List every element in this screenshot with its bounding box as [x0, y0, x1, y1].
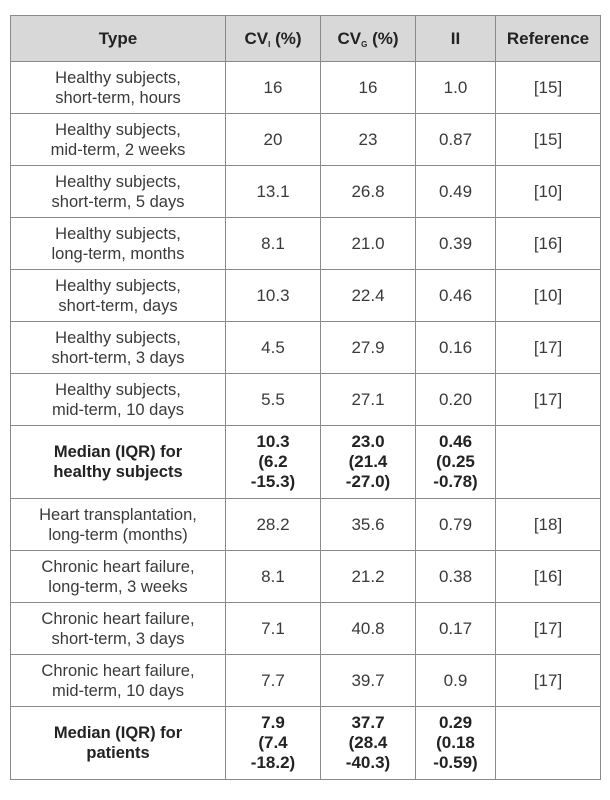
cvi-cell: 8.1	[225, 217, 321, 270]
median-type-cell: Median (IQR) for patients	[10, 706, 226, 780]
ii-cell: 1.0	[415, 61, 496, 114]
reference-cell: [10]	[495, 269, 601, 322]
ii-cell: 0.39	[415, 217, 496, 270]
ii-cell: 0.79	[415, 498, 496, 551]
cvg-cell: 27.1	[320, 373, 416, 426]
median-cvg-cell: 23.0 (21.4 -27.0)	[320, 425, 416, 499]
median-cvi-cell: 7.9 (7.4 -18.2)	[225, 706, 321, 780]
median-ii-cell: 0.29 (0.18 -0.59)	[415, 706, 496, 780]
header-cvg-subscript: G	[361, 39, 368, 49]
cvi-cell: 4.5	[225, 321, 321, 374]
cvg-cell: 39.7	[320, 654, 416, 707]
reference-cell: [10]	[495, 165, 601, 218]
cvi-cell: 28.2	[225, 498, 321, 551]
median-cvg-cell: 37.7 (28.4 -40.3)	[320, 706, 416, 780]
cvg-cell: 23	[320, 113, 416, 166]
ii-cell: 0.20	[415, 373, 496, 426]
table-row: Chronic heart failure, mid-term, 10 days …	[10, 654, 601, 707]
median-patients-row: Median (IQR) for patients 7.9 (7.4 -18.2) 3…	[10, 706, 601, 780]
reference-cell: [17]	[495, 321, 601, 374]
header-type: Type	[10, 15, 226, 62]
table-row: Healthy subjects, short-term, 3 days 4.5 …	[10, 321, 601, 374]
cvg-cell: 22.4	[320, 269, 416, 322]
table-row: Healthy subjects, short-term, hours 16 16…	[10, 61, 601, 114]
reference-cell: [15]	[495, 113, 601, 166]
type-cell: Healthy subjects, short-term, 3 days	[10, 321, 226, 374]
reference-cell: [15]	[495, 61, 601, 114]
median-reference-cell	[495, 706, 601, 780]
ii-cell: 0.9	[415, 654, 496, 707]
cvi-cell: 10.3	[225, 269, 321, 322]
cvi-cell: 20	[225, 113, 321, 166]
header-row: Type CVI (%) CVG (%) II Reference	[10, 15, 601, 62]
cvg-cell: 16	[320, 61, 416, 114]
type-cell: Healthy subjects, short-term, 5 days	[10, 165, 226, 218]
median-type-cell: Median (IQR) for healthy subjects	[10, 425, 226, 499]
table-row: Healthy subjects, long-term, months 8.1 2…	[10, 217, 601, 270]
cvg-cell: 40.8	[320, 602, 416, 655]
header-ii: II	[415, 15, 496, 62]
cvi-cell: 7.7	[225, 654, 321, 707]
cvi-cell: 7.1	[225, 602, 321, 655]
table-row: Chronic heart failure, long-term, 3 weeks…	[10, 550, 601, 603]
ii-cell: 0.38	[415, 550, 496, 603]
cvi-cell: 8.1	[225, 550, 321, 603]
type-cell: Healthy subjects, short-term, hours	[10, 61, 226, 114]
ii-cell: 0.87	[415, 113, 496, 166]
table-row: Chronic heart failure, short-term, 3 days…	[10, 602, 601, 655]
ii-cell: 0.46	[415, 269, 496, 322]
table-row: Healthy subjects, short-term, 5 days 13.1…	[10, 165, 601, 218]
type-cell: Chronic heart failure, mid-term, 10 days	[10, 654, 226, 707]
median-cvi-cell: 10.3 (6.2 -15.3)	[225, 425, 321, 499]
type-cell: Chronic heart failure, short-term, 3 days	[10, 602, 226, 655]
median-healthy-row: Median (IQR) for healthy subjects 10.3 (6.…	[10, 425, 601, 499]
header-cvi-subscript: I	[268, 39, 271, 49]
type-cell: Heart transplantation, long-term (months)	[10, 498, 226, 551]
reference-cell: [17]	[495, 654, 601, 707]
cvg-cell: 35.6	[320, 498, 416, 551]
median-reference-cell	[495, 425, 601, 499]
median-ii-cell: 0.46 (0.25 -0.78)	[415, 425, 496, 499]
cvg-cell: 21.0	[320, 217, 416, 270]
cvi-cell: 13.1	[225, 165, 321, 218]
type-cell: Healthy subjects, mid-term, 2 weeks	[10, 113, 226, 166]
table-row: Healthy subjects, mid-term, 10 days 5.5 2…	[10, 373, 601, 426]
type-cell: Healthy subjects, short-term, days	[10, 269, 226, 322]
table-row: Heart transplantation, long-term (months)…	[10, 498, 601, 551]
reference-cell: [16]	[495, 217, 601, 270]
type-cell: Healthy subjects, mid-term, 10 days	[10, 373, 226, 426]
table-row: Healthy subjects, mid-term, 2 weeks 20 23…	[10, 113, 601, 166]
type-cell: Healthy subjects, long-term, months	[10, 217, 226, 270]
type-cell: Chronic heart failure, long-term, 3 weeks	[10, 550, 226, 603]
table-row: Healthy subjects, short-term, days 10.3 2…	[10, 269, 601, 322]
reference-cell: [16]	[495, 550, 601, 603]
cvg-cell: 27.9	[320, 321, 416, 374]
cvi-cell: 5.5	[225, 373, 321, 426]
cvg-cell: 21.2	[320, 550, 416, 603]
cvi-cell: 16	[225, 61, 321, 114]
cvg-cell: 26.8	[320, 165, 416, 218]
ii-cell: 0.16	[415, 321, 496, 374]
reference-cell: [18]	[495, 498, 601, 551]
ii-cell: 0.17	[415, 602, 496, 655]
ii-cell: 0.49	[415, 165, 496, 218]
header-reference: Reference	[495, 15, 601, 62]
header-cvg: CVG (%)	[320, 15, 416, 62]
biological-variation-table: Type CVI (%) CVG (%) II Reference Health…	[10, 15, 601, 780]
header-cvi: CVI (%)	[225, 15, 321, 62]
reference-cell: [17]	[495, 373, 601, 426]
reference-cell: [17]	[495, 602, 601, 655]
